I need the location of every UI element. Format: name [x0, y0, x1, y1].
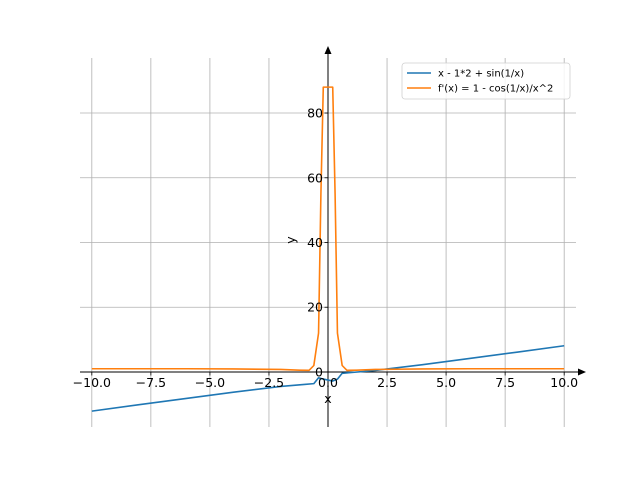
x-tick-label-0: −10.0 [73, 375, 111, 390]
legend-label-1: f'(x) = 1 - cos(1/x)/x^2 [438, 84, 553, 95]
x-axis-arrow [578, 368, 586, 376]
x-tick-label-7: 7.5 [495, 375, 515, 390]
legend-box [401, 62, 571, 100]
series-line-1 [91, 86, 565, 372]
x-tick-label-3: −2.5 [254, 375, 284, 390]
axes [80, 46, 586, 427]
x-tick-label-2: −5.0 [195, 375, 225, 390]
x-axis-label: x [324, 391, 331, 406]
x-tick-label-6: 5.0 [436, 375, 456, 390]
x-tick-label-8: 10.0 [550, 375, 578, 390]
y-tick-label-3: 60 [307, 170, 323, 185]
y-tick-label-0: 0 [315, 364, 323, 379]
legend: x - 1*2 + sin(1/x) f'(x) = 1 - cos(1/x)/x… [401, 62, 571, 100]
x-tick-label-5: 2.5 [377, 375, 397, 390]
series-lines [91, 86, 565, 412]
y-axis-arrow [324, 46, 332, 54]
legend-label-0: x - 1*2 + sin(1/x) [438, 69, 524, 80]
x-tick-label-1: −7.5 [136, 375, 166, 390]
series-line-0 [91, 344, 565, 412]
y-tick-label-1: 20 [307, 300, 323, 315]
tick-labels: −10.0 −7.5 −5.0 −2.5 0.0 2.5 5.0 7.5 10.0 0 20 40 60… [73, 106, 578, 390]
y-tick-label-2: 40 [307, 235, 323, 250]
x-tick-label-4: 0.0 [318, 375, 338, 390]
y-axis-label: y [283, 236, 298, 244]
y-tick-label-4: 80 [307, 106, 323, 121]
